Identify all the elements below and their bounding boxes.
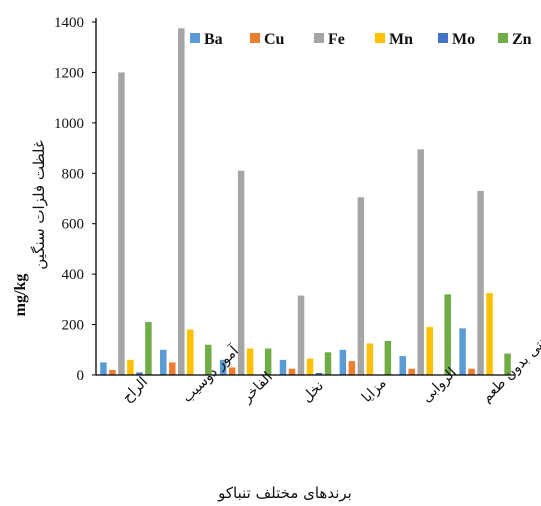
y-tick-label: 600 [62,217,85,233]
bar-fe-4 [297,295,305,375]
bar-mn-4 [306,358,314,375]
x-tick-label: مزایا [359,375,390,406]
bar-fe-2 [178,28,185,376]
y-tick-label: 1400 [54,15,84,31]
legend-swatch-ba [190,33,200,43]
x-tick-label: الروابی [419,365,460,406]
bar-ba-6 [399,356,406,375]
bar-zn-2 [205,344,212,375]
bar-fe-5 [357,197,365,375]
bar-mn-3 [246,348,254,375]
legend-label-mn: Mn [389,31,413,48]
bar-mn-5 [366,343,374,375]
y-axis-unit: mg/kg [12,274,29,317]
y-tick-label: 1000 [54,116,84,132]
y-tick-label: 200 [62,318,85,334]
bar-ba-3 [219,359,227,375]
legend-swatch-mn [375,33,385,43]
legend-label-ba: Ba [204,31,223,48]
bar-mn-2 [187,329,194,375]
bar-mn-1 [127,359,134,375]
bar-cu-5 [348,361,356,375]
bars-layer [100,28,511,376]
y-axis-title: غلظت فلزات سنگین [30,140,48,270]
bar-cu-4 [288,368,296,375]
y-tick-label: 400 [62,267,85,283]
bar-fe-6 [417,149,424,375]
bar-zn-5 [384,340,392,375]
bar-cu-3 [228,367,236,375]
bar-cu-1 [109,369,116,375]
bar-cu-2 [169,362,176,375]
bar-mn-7 [486,293,493,375]
x-axis-title: برندهای مختلف تنباکو [217,484,352,502]
bar-ba-4 [279,359,287,375]
y-ticks: 0 200 400 600 800 1000 1200 1400 [54,15,96,384]
legend-swatch-cu [250,33,260,43]
bar-ba-2 [160,349,167,375]
y-tick-label: 0 [77,368,85,384]
bar-fe-7 [477,190,484,375]
legend-label-fe: Fe [328,31,345,48]
legend-label-zn: Zn [512,31,532,48]
bar-ba-7 [459,328,466,375]
x-tick-label: نخل [299,378,327,406]
bar-mn-6 [426,327,433,375]
bar-zn-3 [264,348,272,375]
x-tick-label: الراح [119,374,151,406]
bar-zn-6 [444,294,451,375]
bar-cu-6 [408,368,415,375]
bar-fe-3 [237,170,245,375]
legend-swatch-zn [498,33,508,43]
bar-ba-5 [339,349,347,375]
legend-swatch-mo [438,33,448,43]
bar-ba-1 [100,362,107,375]
legend-label-mo: Mo [452,31,475,48]
y-tick-label: 1200 [54,65,84,81]
bar-mo-1 [136,372,143,375]
bar-zn-4 [324,352,332,375]
bar-fe-1 [118,72,125,376]
bar-mo-4 [315,372,323,375]
bar-zn-7 [504,353,511,375]
legend: Ba Cu Fe Mn Mo Zn [190,31,532,48]
bar-zn-1 [145,322,152,375]
y-tick-label: 800 [62,166,85,182]
axes-layer [95,18,515,376]
bar-cu-7 [468,368,475,375]
legend-label-cu: Cu [264,31,285,48]
legend-swatch-fe [314,33,324,43]
